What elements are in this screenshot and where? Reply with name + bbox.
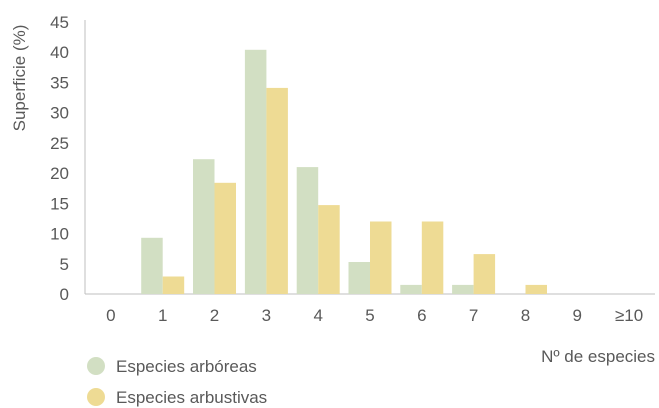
bar-arboreas [193, 159, 215, 294]
x-tick-label: 7 [469, 306, 478, 325]
y-tick-label: 35 [50, 73, 69, 92]
bar-arbustivas [162, 276, 185, 294]
legend-label-arboreas: Especies arbóreas [116, 357, 257, 376]
x-tick-label: 0 [106, 306, 115, 325]
bar-arbustivas [473, 254, 496, 294]
bar-arboreas [452, 284, 474, 294]
bar-arbustivas [318, 205, 340, 294]
bar-arboreas [244, 49, 267, 294]
y-tick-labels: 0 5 10 15 20 25 30 35 40 45 [50, 13, 69, 304]
legend-swatch-arboreas [87, 357, 105, 375]
x-tick-label: 3 [262, 306, 271, 325]
bar-arbustivas [421, 221, 444, 294]
legend: Especies arbóreas Especies arbustivas [87, 357, 267, 407]
y-tick-label: 30 [50, 104, 69, 123]
x-tick-label: 2 [210, 306, 219, 325]
x-axis-title: Nº de especies [541, 347, 655, 366]
legend-label-arbustivas: Especies arbustivas [116, 388, 267, 407]
x-tick-label: 1 [158, 306, 167, 325]
x-tick-label: 9 [573, 306, 582, 325]
bar-arbustivas [370, 221, 392, 294]
y-axis-title: Superficie (%) [10, 25, 29, 132]
x-tick-label: 8 [521, 306, 530, 325]
x-tick-label: 4 [313, 306, 322, 325]
bar-arboreas [400, 284, 422, 294]
bar-arbustivas [266, 87, 288, 295]
y-tick-label: 15 [50, 194, 69, 213]
y-tick-label: 25 [50, 134, 69, 153]
x-tick-label: ≥10 [615, 306, 643, 325]
y-tick-label: 10 [50, 225, 69, 244]
x-tick-label: 5 [365, 306, 374, 325]
legend-swatch-arbustivas [87, 388, 105, 406]
x-tick-label: 6 [417, 306, 426, 325]
y-tick-label: 5 [60, 255, 69, 274]
y-tick-label: 45 [50, 13, 69, 32]
y-tick-label: 0 [60, 285, 69, 304]
bar-arboreas [296, 167, 319, 294]
bar-arboreas [348, 262, 370, 294]
y-tick-label: 20 [50, 164, 69, 183]
x-tick-labels: 0 1 2 3 4 5 6 7 8 9 ≥10 [106, 306, 643, 325]
bar-arbustivas [214, 182, 236, 294]
bars [141, 49, 547, 295]
y-tick-label: 40 [50, 43, 69, 62]
bar-arboreas [141, 237, 163, 294]
bar-arbustivas [525, 284, 547, 294]
